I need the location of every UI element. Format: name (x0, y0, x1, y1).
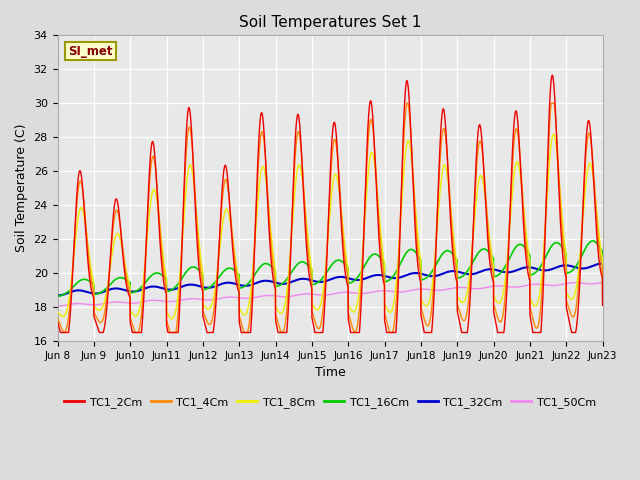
X-axis label: Time: Time (315, 366, 346, 379)
Title: Soil Temperatures Set 1: Soil Temperatures Set 1 (239, 15, 421, 30)
Text: SI_met: SI_met (68, 45, 113, 58)
Legend: TC1_2Cm, TC1_4Cm, TC1_8Cm, TC1_16Cm, TC1_32Cm, TC1_50Cm: TC1_2Cm, TC1_4Cm, TC1_8Cm, TC1_16Cm, TC1… (60, 393, 600, 412)
Y-axis label: Soil Temperature (C): Soil Temperature (C) (15, 124, 28, 252)
